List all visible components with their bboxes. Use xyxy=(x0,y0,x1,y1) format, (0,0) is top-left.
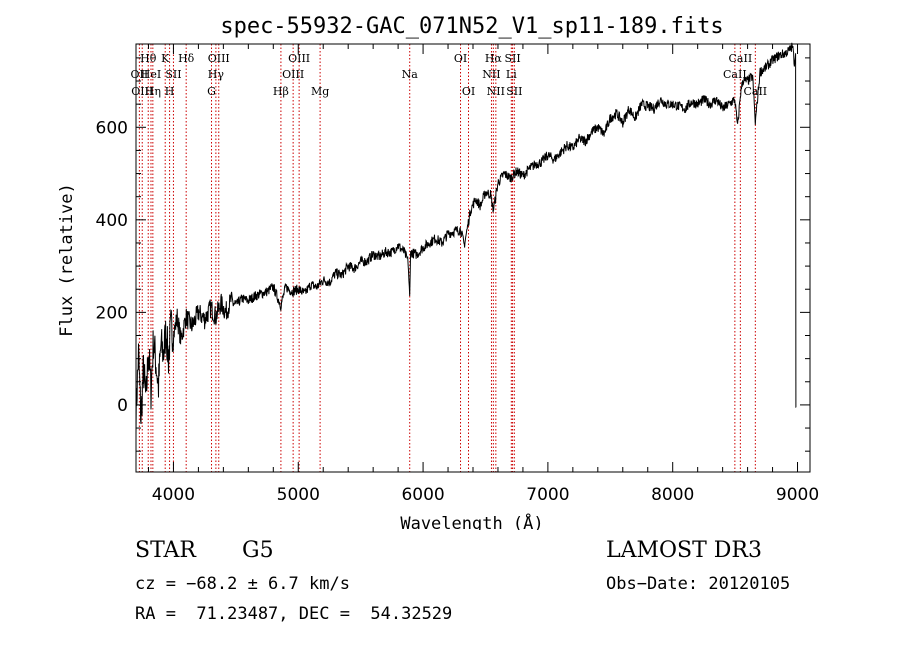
spectral-line-label: SII xyxy=(506,85,522,98)
spectrum-chart: Hθ OII OIII HeI Hη K SII H Hδ OIII Hγ G OIII OIII Hβ Mg… xyxy=(57,14,819,530)
spectral-line-label: Hδ xyxy=(178,52,195,65)
x-tick-label: 5000 xyxy=(277,485,320,505)
spectral-line-label: NII xyxy=(487,85,505,98)
spectral-line-label: OIII xyxy=(282,68,304,81)
spectral-line-label: CaII xyxy=(743,85,767,98)
spectral-line-label: Hγ xyxy=(208,68,225,81)
y-tick-label: 200 xyxy=(96,303,128,323)
y-tick-label: 0 xyxy=(117,396,128,416)
spectral-line-labels: Hθ OII OIII HeI Hη K SII H Hδ OIII Hγ G OIII OIII Hβ Mg… xyxy=(131,52,768,98)
spectral-line-label: SII xyxy=(504,52,520,65)
spectral-line-label: SII xyxy=(165,68,181,81)
flux-series-line xyxy=(135,42,797,436)
x-tick-label: 7000 xyxy=(526,485,569,505)
y-tick-label: 400 xyxy=(96,211,128,231)
spectral-line-markers xyxy=(138,44,756,472)
chart-title: spec-55932-GAC_071N52_V1_sp11-189.fits xyxy=(220,14,723,39)
spectral-line-label: Li xyxy=(506,68,517,81)
spectral-line-label: OII xyxy=(131,68,149,81)
x-tick-label: 9000 xyxy=(776,485,819,505)
coordinates: RA = 71.23487, DEC = 54.32529 xyxy=(135,604,453,624)
spectral-line-label: NII xyxy=(482,68,500,81)
y-tick-label: 600 xyxy=(96,118,128,138)
y-axis-label: Flux (relative) xyxy=(57,183,77,337)
spectral-line-label: OIII xyxy=(131,85,153,98)
spectral-line-label: K xyxy=(161,52,170,65)
spectral-line-label: Hη xyxy=(145,85,161,98)
object-class: STAR xyxy=(135,538,196,563)
spectral-line-label: Hβ xyxy=(273,85,289,98)
spectral-line-label: G xyxy=(207,85,216,98)
spectral-line-label: Hα xyxy=(485,52,503,65)
spectral-line-label: OIII xyxy=(288,52,310,65)
redshift-velocity: cz = −68.2 ± 6.7 km/s xyxy=(135,574,350,594)
x-tick-label: 8000 xyxy=(651,485,694,505)
spectral-line-label: CaII xyxy=(729,52,753,65)
spectral-line-label: Hθ xyxy=(140,52,157,65)
spectral-line-label: H xyxy=(165,85,175,98)
x-tick-label: 4000 xyxy=(152,485,195,505)
x-axis-label: Wavelength (Å) xyxy=(400,512,543,530)
spectral-line-label: Mg xyxy=(311,85,329,98)
plot-frame xyxy=(135,43,811,473)
x-tick-label: 6000 xyxy=(401,485,444,505)
spectral-line-label: OI xyxy=(454,52,467,65)
survey-name: LAMOST DR3 xyxy=(606,538,762,563)
spectral-line-label: OI xyxy=(462,85,475,98)
object-subclass: G5 xyxy=(242,538,274,563)
spectral-line-label: CaII xyxy=(723,68,747,81)
axis-ticks: 4000 5000 6000 7000 8000 9000 0 200 400 600 xyxy=(96,44,819,505)
spectral-line-label: Na xyxy=(402,68,419,81)
spectral-line-label: OIII xyxy=(208,52,230,65)
spectral-line-label: HeI xyxy=(141,68,161,81)
observation-date: Obs−Date: 20120105 xyxy=(606,574,791,594)
